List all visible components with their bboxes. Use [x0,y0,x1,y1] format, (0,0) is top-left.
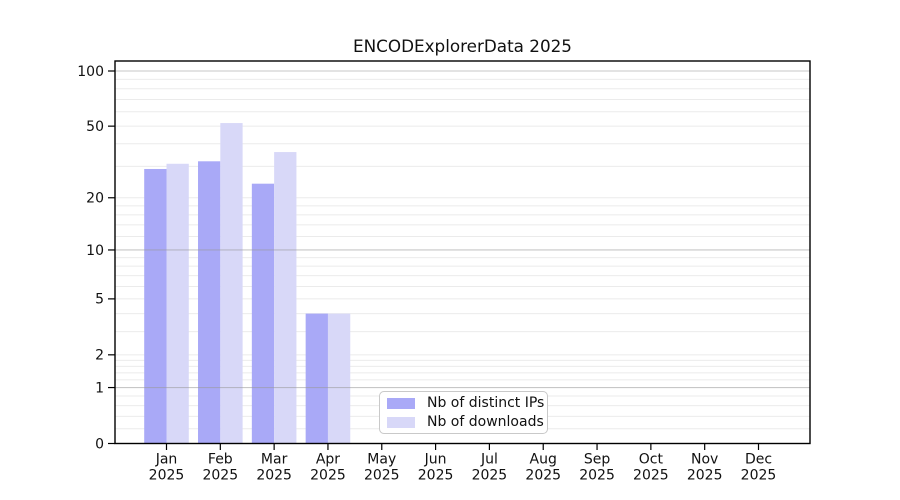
bar-nb-of-downloads [327,313,351,444]
y-tick-label: 5 [95,292,104,308]
x-tick-label-month: Jan [155,452,178,468]
x-tick-label-month: Nov [691,452,718,468]
bar-nb-of-downloads [220,123,243,444]
bar-nb-of-distinct-ips [305,313,328,444]
x-tick-label-month: Aug [530,452,557,468]
x-tick-label-year: 2025 [418,468,454,484]
x-tick-label-year: 2025 [310,468,346,484]
y-tick-label: 0 [95,436,104,452]
bar-nb-of-distinct-ips [251,183,275,444]
y-tick-label: 100 [77,64,104,80]
legend-swatch-distinct-ips [387,397,415,409]
x-tick-label-year: 2025 [579,468,615,484]
y-tick-label: 2 [95,348,104,364]
x-tick-label-year: 2025 [256,468,292,484]
x-tick-label-year: 2025 [741,468,777,484]
x-tick-label-year: 2025 [202,468,238,484]
bar-nb-of-distinct-ips [144,168,167,444]
x-tick-label-month: Sep [584,452,611,468]
x-tick-label-year: 2025 [687,468,723,484]
x-tick-label-year: 2025 [472,468,508,484]
x-tick-label-month: Jul [480,452,498,468]
bar-nb-of-downloads [274,152,297,444]
x-tick-label-month: Feb [208,452,233,468]
x-tick-label-year: 2025 [633,468,669,484]
x-tick-label-month: Jun [424,452,447,468]
x-tick-label-month: Mar [261,452,288,468]
x-tick-label-month: Dec [745,452,772,468]
y-tick-label: 20 [86,191,104,207]
y-tick-label: 10 [86,243,104,259]
bar-nb-of-distinct-ips [198,161,221,444]
legend-item-downloads: Nb of downloads [387,414,547,430]
legend-item-distinct-ips: Nb of distinct IPs [387,395,547,411]
legend-label-distinct-ips: Nb of distinct IPs [427,395,545,411]
legend: Nb of distinct IPs Nb of downloads [379,391,548,434]
x-tick-label-year: 2025 [149,468,185,484]
legend-swatch-downloads [387,416,415,428]
x-tick-label-year: 2025 [364,468,400,484]
chart-title: ENCODExplorerData 2025 [353,36,572,56]
y-tick-label: 50 [86,119,104,135]
axis-frame [114,60,811,445]
x-tick-label-year: 2025 [525,468,561,484]
bar-nb-of-downloads [166,163,189,444]
x-tick-label-month: Oct [639,452,664,468]
y-tick-label: 1 [95,380,104,396]
legend-label-downloads: Nb of downloads [427,414,544,430]
x-tick-label-month: Apr [316,452,340,468]
x-tick-label-month: May [367,452,396,468]
